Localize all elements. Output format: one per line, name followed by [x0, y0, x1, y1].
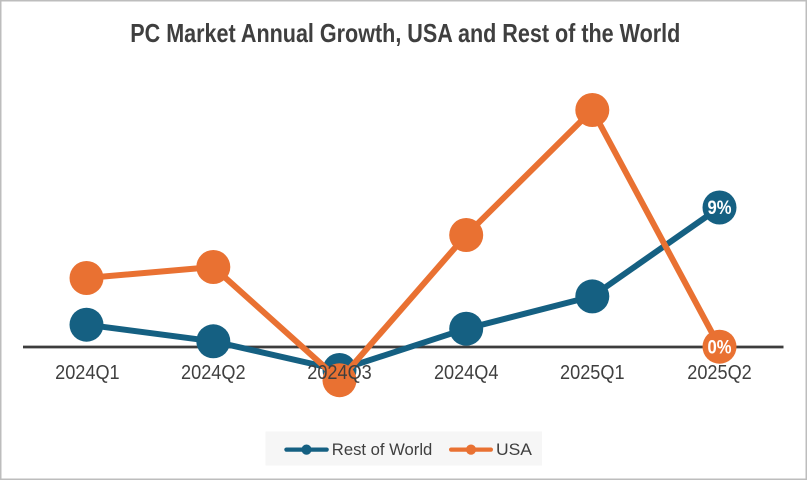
svg-text:PC Market Annual Growth, USA a: PC Market Annual Growth, USA and Rest of… [130, 18, 680, 48]
svg-text:USA: USA [496, 440, 533, 459]
svg-text:2024Q4: 2024Q4 [434, 362, 499, 384]
svg-text:0%: 0% [708, 337, 732, 358]
svg-text:2025Q2: 2025Q2 [687, 362, 752, 384]
svg-text:Rest of World: Rest of World [332, 440, 433, 459]
svg-text:9%: 9% [708, 198, 732, 219]
svg-text:2025Q1: 2025Q1 [560, 362, 625, 384]
svg-text:2024Q3: 2024Q3 [307, 362, 372, 384]
svg-text:2024Q2: 2024Q2 [181, 362, 246, 384]
svg-text:2024Q1: 2024Q1 [55, 362, 120, 384]
